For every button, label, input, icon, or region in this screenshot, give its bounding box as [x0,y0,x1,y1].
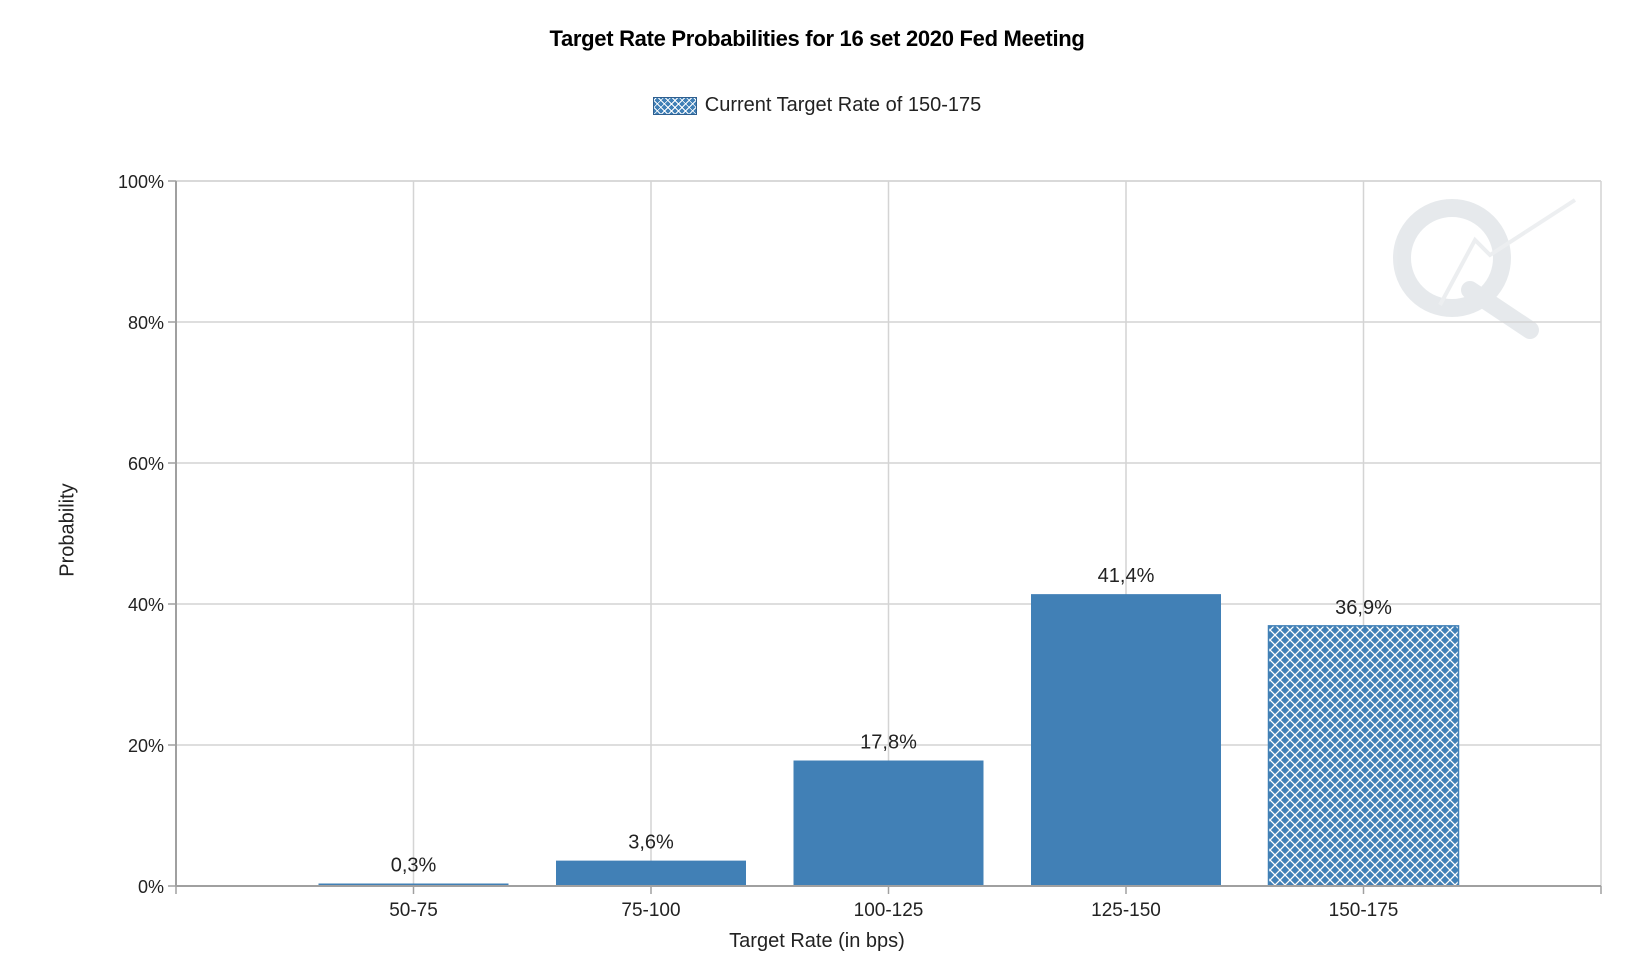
bar-125-150 [1031,594,1221,886]
legend-label: Current Target Rate of 150-175 [704,94,982,116]
x-tick-label: 125-150 [1091,900,1161,921]
value-label-100-125: 17,8% [860,732,917,754]
bar-75-100 [556,860,746,886]
chart-title: Target Rate Probabilities for 16 set 202… [549,26,1085,51]
bar-100-125 [793,760,984,886]
legend-hatch-swatch [652,96,697,115]
x-tick-label: 150-175 [1329,900,1399,921]
legend: Current Target Rate of 150-175 [0,94,1634,117]
x-tick-label: 100-125 [854,900,924,921]
value-label-125-150: 41,4% [1098,565,1155,587]
x-tick-label: 50-75 [389,900,438,921]
bar-50-75 [318,883,509,886]
y-tick-label: 0% [138,877,164,897]
value-label-150-175: 36,9% [1335,597,1392,619]
y-tick-label: 100% [118,172,164,192]
x-tick-label: 75-100 [621,900,680,921]
watermark-logo-icon [1393,198,1577,339]
y-tick-label: 80% [128,313,164,333]
y-tick-label: 60% [128,454,164,474]
y-tick-label: 20% [128,736,164,756]
y-tick-label: 40% [128,595,164,615]
value-label-50-75: 0,3% [391,855,437,877]
value-label-75-100: 3,6% [628,832,674,854]
x-axis-title: Target Rate (in bps) [729,930,905,952]
bar-150-175 [1267,625,1460,887]
